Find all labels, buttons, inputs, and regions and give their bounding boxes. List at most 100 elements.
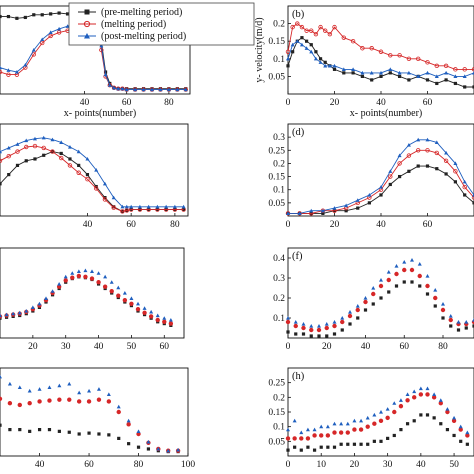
data-point (14, 70, 19, 74)
y-tick-label: 0.4 (273, 254, 285, 264)
data-point (37, 387, 42, 391)
data-point (136, 445, 141, 449)
data-point (439, 422, 443, 426)
data-point (379, 410, 383, 414)
data-point (434, 150, 439, 156)
data-point (355, 307, 360, 313)
x-tick-label: 50 (127, 342, 137, 352)
panel-7: 40 60 80 100 (0, 367, 195, 470)
data-point (136, 301, 140, 306)
data-point (344, 209, 348, 213)
data-point (320, 208, 325, 213)
data-point (0, 423, 2, 427)
data-point (356, 206, 360, 210)
data-point (286, 448, 290, 452)
data-point (40, 13, 44, 17)
x-tick-label: 80 (164, 98, 174, 108)
data-point (141, 87, 146, 92)
data-point (24, 309, 29, 313)
data-point (397, 70, 402, 75)
y-tick-label: 0.05 (268, 199, 285, 209)
data-point (387, 290, 391, 294)
data-point (435, 81, 439, 86)
series-square (0, 275, 173, 327)
plot-frame (287, 247, 474, 339)
data-point (444, 172, 448, 176)
data-point (352, 442, 357, 446)
data-point (76, 149, 81, 154)
data-point (340, 319, 345, 325)
legend-label-pre: (pre-melting period) (101, 7, 182, 18)
data-point (443, 63, 449, 69)
x-tick-label: 60 (126, 220, 136, 230)
data-point (129, 296, 134, 300)
x-axis-label: x- points(number) (350, 108, 423, 119)
data-point (176, 447, 181, 452)
data-point (106, 399, 112, 404)
data-point (0, 158, 3, 163)
data-point (459, 439, 463, 443)
data-point (68, 157, 72, 161)
data-point (452, 433, 456, 438)
data-point (372, 412, 377, 417)
panel-label: (f) (292, 251, 303, 262)
data-point (162, 316, 167, 320)
data-point (417, 262, 422, 266)
data-point (425, 78, 430, 82)
data-point (102, 197, 108, 202)
data-point (388, 53, 393, 58)
data-point (15, 16, 19, 20)
data-point (295, 39, 300, 43)
data-point (129, 204, 134, 209)
series-triangle (0, 374, 181, 453)
data-point (410, 258, 414, 262)
series-triangle (286, 258, 474, 328)
data-point (418, 392, 424, 397)
x-tick-label: 80 (134, 460, 144, 470)
data-point (156, 446, 161, 451)
data-point (15, 163, 20, 167)
data-point (431, 395, 437, 400)
data-point (96, 280, 101, 285)
x-tick-label: 20 (350, 460, 360, 470)
data-point (291, 50, 295, 54)
data-point (41, 135, 46, 140)
data-point (332, 445, 337, 449)
series-circle (285, 267, 474, 333)
series-triangle (286, 386, 470, 435)
x-tick-label: 60 (400, 342, 410, 352)
data-point (463, 193, 467, 197)
x-tick-label: 80 (170, 220, 180, 230)
data-point (472, 201, 474, 205)
data-point (286, 56, 290, 61)
data-point (286, 330, 290, 334)
data-point (41, 145, 46, 151)
data-point (440, 307, 446, 313)
data-point (407, 169, 411, 173)
data-point (359, 418, 364, 423)
data-point (56, 30, 62, 35)
data-point (399, 428, 403, 432)
data-point (318, 60, 323, 64)
panel-2: 0 20 40 60 0.05 0.1 0.15 0.2 (b) x- points(number… (254, 5, 474, 119)
data-point (339, 442, 343, 446)
data-point (28, 429, 32, 433)
data-point (418, 386, 423, 391)
data-point (451, 418, 457, 423)
data-point (149, 309, 154, 314)
data-point (57, 11, 61, 15)
series-circle (0, 396, 181, 453)
data-point (406, 70, 411, 75)
data-point (441, 316, 445, 320)
data-point (67, 397, 72, 402)
data-point (94, 168, 99, 172)
data-point (441, 302, 445, 306)
panel-6: 0 20 40 60 80 0.1 0.2 0.3 0.4 (f) (273, 247, 474, 352)
data-point (292, 418, 297, 423)
data-point (367, 192, 372, 197)
legend-label-post: (post-melting period) (101, 31, 186, 42)
data-point (319, 445, 323, 449)
x-tick-label: 20 (330, 98, 340, 108)
data-point (341, 67, 346, 71)
y-tick-label: 0.2 (273, 294, 285, 304)
